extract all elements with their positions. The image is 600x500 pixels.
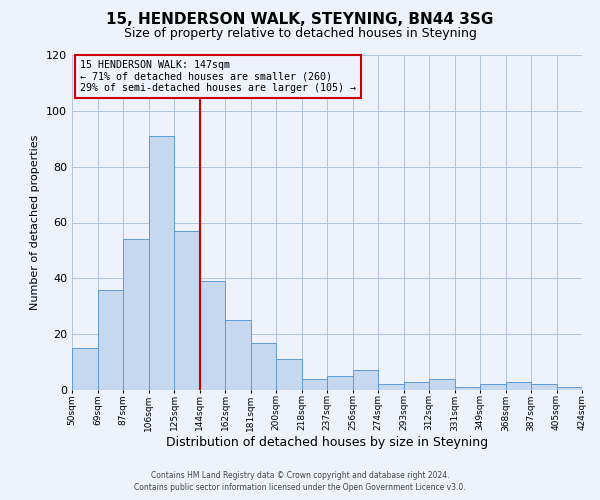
Bar xyxy=(531,384,557,390)
X-axis label: Distribution of detached houses by size in Steyning: Distribution of detached houses by size … xyxy=(166,436,488,449)
Bar xyxy=(302,379,327,390)
Bar xyxy=(455,387,480,390)
Bar xyxy=(429,379,455,390)
Text: 15 HENDERSON WALK: 147sqm
← 71% of detached houses are smaller (260)
29% of semi: 15 HENDERSON WALK: 147sqm ← 71% of detac… xyxy=(80,60,356,93)
Bar xyxy=(72,348,97,390)
Bar xyxy=(97,290,123,390)
Bar xyxy=(353,370,378,390)
Bar xyxy=(480,384,505,390)
Bar xyxy=(149,136,174,390)
Bar xyxy=(225,320,251,390)
Bar xyxy=(276,360,302,390)
Bar xyxy=(174,231,199,390)
Bar xyxy=(123,240,149,390)
Bar xyxy=(327,376,353,390)
Y-axis label: Number of detached properties: Number of detached properties xyxy=(31,135,40,310)
Bar xyxy=(199,281,225,390)
Text: 15, HENDERSON WALK, STEYNING, BN44 3SG: 15, HENDERSON WALK, STEYNING, BN44 3SG xyxy=(106,12,494,28)
Text: Contains HM Land Registry data © Crown copyright and database right 2024.
Contai: Contains HM Land Registry data © Crown c… xyxy=(134,471,466,492)
Text: Size of property relative to detached houses in Steyning: Size of property relative to detached ho… xyxy=(124,28,476,40)
Bar xyxy=(251,342,276,390)
Bar xyxy=(505,382,531,390)
Bar xyxy=(378,384,404,390)
Bar xyxy=(404,382,429,390)
Bar xyxy=(557,387,582,390)
